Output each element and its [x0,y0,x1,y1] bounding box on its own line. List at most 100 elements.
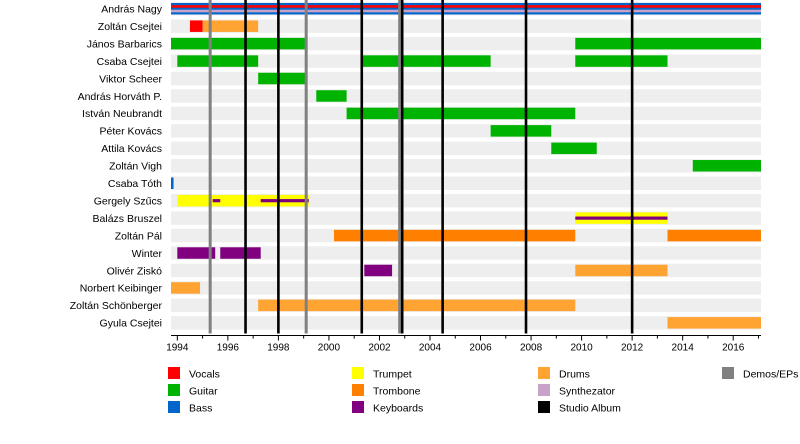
x-tick-label: 1998 [267,343,290,354]
legend-label: Vocals [189,369,220,381]
member-bar [361,55,491,67]
x-tick-label: 2000 [318,343,341,354]
legend-label: Synthezator [559,386,616,398]
member-label: Attila Kovács [101,143,162,155]
member-bar [171,177,174,189]
legend-swatch [352,401,364,413]
member-label: Zoltán Vigh [109,161,162,173]
legend-swatch [168,384,180,396]
row-band [171,141,761,156]
member-bar [171,282,201,294]
member-label: István Neubrandt [82,108,162,120]
member-bar [202,20,259,32]
legend-label: Drums [559,369,590,381]
row-band [171,71,761,86]
row-band [171,263,761,278]
legend-label: Demos/EPs [743,369,798,381]
member-bar [171,37,307,50]
x-tick-label: 2016 [722,343,745,354]
row-band [171,193,761,208]
member-label: Olivér Ziskó [107,265,163,277]
member-label: Zoltán Schönberger [70,300,163,312]
member-label: Gyula Csejtei [100,318,162,330]
legend-label: Trombone [373,386,421,398]
legend-swatch [352,384,364,396]
member-bar [258,72,307,85]
member-label: Winter [132,248,163,260]
member-bar [177,55,259,67]
row-band [171,176,761,190]
member-bar [490,125,552,137]
member-label: Péter Kovács [100,126,162,138]
release-lines [208,0,634,334]
x-tick-label: 2004 [419,343,442,354]
row-band [171,89,761,103]
member-bar [667,229,761,242]
x-tick-label: 2012 [621,343,644,354]
member-bar [171,5,761,8]
membership-bars [171,2,761,329]
legend-label: Bass [189,403,212,415]
member-label: Csaba Tóth [108,178,162,190]
member-bar [575,216,668,220]
member-label: Zoltán Pál [115,230,162,242]
member-label: Gergely Szűcs [94,195,162,207]
legend-label: Studio Album [559,403,621,415]
x-tick-label: 2010 [570,343,593,354]
row-band [171,281,761,295]
member-bar [177,194,309,207]
x-tick-label: 2006 [469,343,492,354]
member-bar [667,317,761,329]
legend-label: Keyboards [373,403,423,415]
member-bar [258,299,576,312]
member-bar [346,107,576,120]
legend-label: Guitar [189,386,218,398]
row-band [171,19,761,33]
legend-swatch [538,367,550,379]
x-tick-label: 2014 [672,343,695,354]
legend-swatch [168,367,180,379]
member-label: Csaba Csejtei [97,56,162,68]
x-tick-label: 1994 [166,343,189,354]
member-bar [171,9,761,13]
legend: Vocals Guitar Bass Trumpet Trombone Keyboards… [168,367,798,415]
legend-swatch [168,401,180,413]
legend-swatch [722,367,734,379]
row-band [171,124,761,138]
member-bar [333,229,576,242]
member-bar [575,37,761,50]
legend-label: Trumpet [373,369,412,381]
member-label: János Barbarics [87,38,162,50]
legend-swatch [352,367,364,379]
member-label: Balázs Bruszel [93,213,162,225]
legend-swatch [538,384,550,396]
row-bands [171,2,761,330]
member-label: András Horváth P. [78,91,162,103]
member-bar [575,264,668,277]
x-tick-label: 1996 [217,343,240,354]
row-band [171,211,761,225]
member-label: Norbert Keibinger [80,283,163,295]
member-bar [551,142,597,155]
member-bar [171,2,761,15]
row-band [171,159,761,173]
member-label: Zoltán Csejtei [98,21,162,33]
member-bar [575,55,668,67]
x-axis: 1994 1996 1998 2000 2002 2004 2006 2008 2010 2012… [166,335,761,354]
member-bar [316,90,347,102]
member-bar [692,160,761,172]
x-tick-label: 2008 [520,343,543,354]
row-band [171,316,761,330]
member-label: Viktor Scheer [99,73,162,85]
x-tick-label: 2002 [368,343,391,354]
member-bar [177,247,216,259]
member-bar [220,247,261,259]
legend-swatch [538,401,550,413]
member-bar [189,20,203,32]
row-band [171,246,761,260]
member-label: András Nagy [101,4,162,16]
member-labels: András Nagy Zoltán Csejtei János Barbarics… [70,4,163,330]
member-bar [212,199,221,203]
member-bar [260,199,309,203]
